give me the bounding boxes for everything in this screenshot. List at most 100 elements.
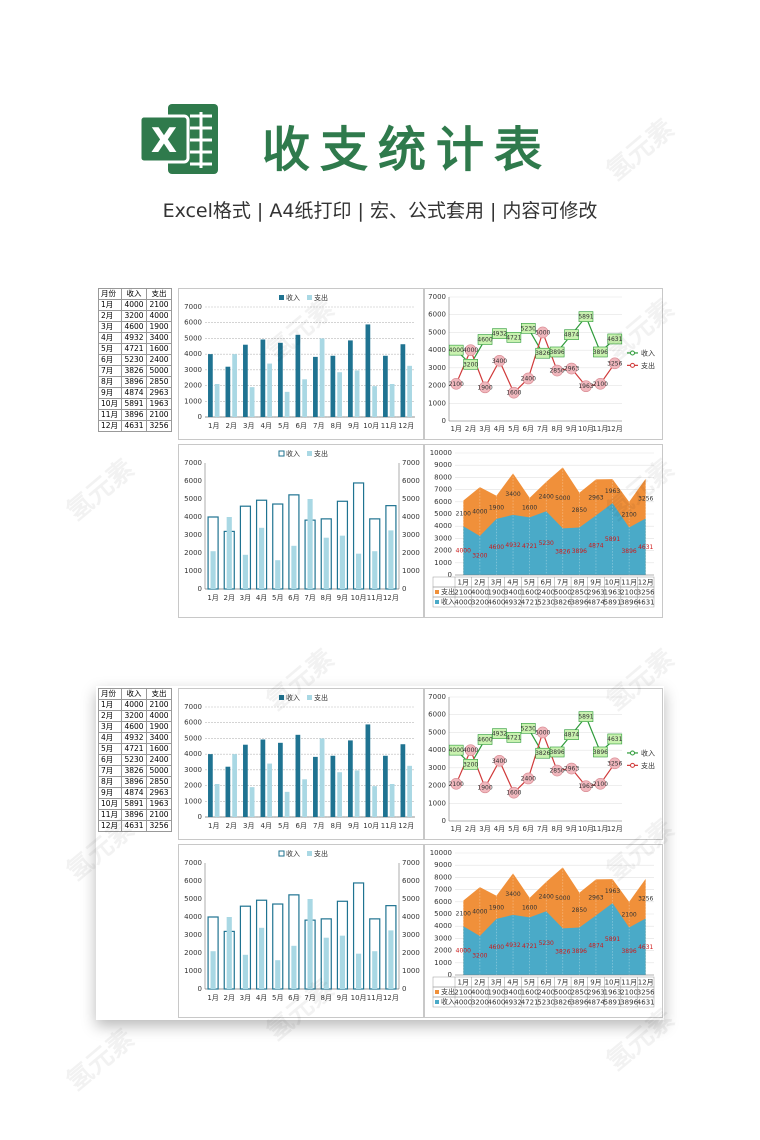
table-cell[interactable]: 1600	[146, 743, 172, 755]
table-cell[interactable]: 11月	[98, 809, 122, 821]
table-cell[interactable]: 3400	[146, 332, 172, 344]
table-cell[interactable]: 1月	[98, 299, 122, 311]
table-header-cell[interactable]: 收入	[121, 688, 147, 700]
table-cell[interactable]: 4000	[121, 699, 147, 711]
table-cell[interactable]: 4874	[121, 787, 147, 799]
table-cell[interactable]: 5891	[121, 398, 147, 410]
table-cell[interactable]: 4月	[98, 732, 122, 744]
table-cell[interactable]: 9月	[98, 787, 122, 799]
table-cell[interactable]: 2400	[146, 354, 172, 366]
chart-stacked-area[interactable]: 0 1000 2000 3000 4000 5000 6000 7000 8000 9000 100…	[424, 444, 663, 618]
table-cell[interactable]: 3256	[146, 820, 172, 832]
bar-expense	[291, 945, 297, 989]
table-cell[interactable]: 4631	[121, 420, 147, 432]
table-cell[interactable]: 4721	[121, 743, 147, 755]
table-cell[interactable]: 4631	[121, 820, 147, 832]
table-header-cell[interactable]: 月份	[98, 288, 122, 300]
legend-label: 支出	[314, 693, 328, 702]
table-cell[interactable]: 10月	[98, 398, 122, 410]
chart-stacked-area[interactable]: 0 1000 2000 3000 4000 5000 6000 7000 8000 9000 100…	[424, 844, 663, 1018]
table-cell[interactable]: 2963	[146, 387, 172, 399]
data-label-expense: 2400	[521, 775, 536, 782]
table-cell[interactable]: 2月	[98, 710, 122, 722]
table-cell[interactable]: 3896	[121, 409, 147, 421]
table-cell[interactable]: 2100	[146, 699, 172, 711]
table-cell[interactable]: 4月	[98, 332, 122, 344]
legend-swatch	[307, 851, 312, 856]
table-cell[interactable]: 5000	[146, 765, 172, 777]
legend-item: 收入	[279, 693, 300, 702]
table-cell[interactable]: 4000	[146, 310, 172, 322]
table-cell[interactable]: 4600	[121, 321, 147, 333]
table-cell[interactable]: 4932	[121, 732, 147, 744]
table-cell[interactable]: 3896	[121, 776, 147, 788]
table-cell[interactable]: 1900	[146, 321, 172, 333]
table-cell[interactable]: 3200	[121, 310, 147, 322]
table-cell[interactable]: 5230	[121, 754, 147, 766]
table-cell[interactable]: 9月	[98, 387, 122, 399]
table-cell[interactable]: 4932	[121, 332, 147, 344]
table-cell[interactable]: 3896	[121, 809, 147, 821]
chart-line[interactable]: 0 1000 2000 3000 4000 5000 6000 7000 2100 4000 190…	[424, 288, 663, 440]
table-cell[interactable]: 3256	[146, 420, 172, 432]
table-cell[interactable]: 2850	[146, 376, 172, 388]
table-header-cell[interactable]: 收入	[121, 288, 147, 300]
table-cell[interactable]: 2100	[146, 809, 172, 821]
chart-clustered-bar[interactable]: 0 1000 2000 3000 4000 5000 6000 7000 1月 2月 3月 4月 5月 6…	[178, 688, 424, 840]
bar-expense	[284, 791, 290, 817]
table-cell[interactable]: 10月	[98, 798, 122, 810]
table-cell[interactable]: 1600	[146, 343, 172, 355]
table-cell[interactable]: 5月	[98, 343, 122, 355]
table-cell[interactable]: 7月	[98, 765, 122, 777]
table-cell[interactable]: 6月	[98, 754, 122, 766]
table-cell[interactable]: 11月	[98, 409, 122, 421]
table-cell[interactable]: 2月	[98, 310, 122, 322]
table-cell[interactable]: 1963	[146, 398, 172, 410]
table-cell[interactable]: 12月	[98, 420, 122, 432]
data-label-expense: 2963	[564, 766, 579, 773]
table-cell[interactable]: 12月	[98, 820, 122, 832]
x-tick-label: 4月	[494, 825, 505, 833]
table-header-cell[interactable]: 月份	[98, 688, 122, 700]
table-cell[interactable]: 3月	[98, 321, 122, 333]
table-cell[interactable]: 4000	[146, 710, 172, 722]
table-cell[interactable]: 4874	[121, 387, 147, 399]
table-cell[interactable]: 1963	[146, 798, 172, 810]
table-cell[interactable]: 3200	[121, 710, 147, 722]
table-cell[interactable]: 4000	[121, 299, 147, 311]
data-table-cell: 2400	[537, 989, 555, 997]
table-cell[interactable]: 3826	[121, 765, 147, 777]
point-income	[578, 311, 594, 322]
table-cell[interactable]: 1月	[98, 699, 122, 711]
chart-clustered-bar[interactable]: 0 1000 2000 3000 4000 5000 6000 7000 1月 2月 3月 4月 5月 6…	[178, 288, 424, 440]
table-cell[interactable]: 2850	[146, 776, 172, 788]
table-cell[interactable]: 2963	[146, 787, 172, 799]
table-header-cell[interactable]: 支出	[146, 288, 172, 300]
table-cell[interactable]: 7月	[98, 365, 122, 377]
table-cell[interactable]: 3896	[121, 376, 147, 388]
table-cell[interactable]: 3月	[98, 721, 122, 733]
table-cell[interactable]: 5891	[121, 798, 147, 810]
chart-overlap-bar[interactable]: 0 0 1000 1000 2000 2000 3000 3000 4000 4000 5000 50…	[178, 844, 424, 1018]
table-cell[interactable]: 2100	[146, 299, 172, 311]
point-income	[593, 746, 608, 758]
chart-line[interactable]: 0 1000 2000 3000 4000 5000 6000 7000 2100 4000 190…	[424, 688, 663, 840]
table-cell[interactable]: 1900	[146, 721, 172, 733]
table-cell[interactable]: 2400	[146, 754, 172, 766]
table-cell[interactable]: 5月	[98, 743, 122, 755]
table-cell[interactable]: 5000	[146, 365, 172, 377]
table-cell[interactable]: 3826	[121, 365, 147, 377]
table-cell[interactable]: 6月	[98, 354, 122, 366]
table-cell[interactable]: 8月	[98, 376, 122, 388]
chart-overlap-bar[interactable]: 0 0 1000 1000 2000 2000 3000 3000 4000 4000 5000 50…	[178, 444, 424, 618]
data-table-cell: 1963	[604, 589, 622, 597]
table-cell[interactable]: 4721	[121, 343, 147, 355]
table-cell[interactable]: 4600	[121, 721, 147, 733]
table-cell[interactable]: 5230	[121, 354, 147, 366]
table-cell[interactable]: 2100	[146, 409, 172, 421]
data-label-income: 4631	[607, 336, 622, 343]
table-cell[interactable]: 3400	[146, 732, 172, 744]
bar-expense	[232, 754, 237, 817]
table-cell[interactable]: 8月	[98, 776, 122, 788]
table-header-cell[interactable]: 支出	[146, 688, 172, 700]
